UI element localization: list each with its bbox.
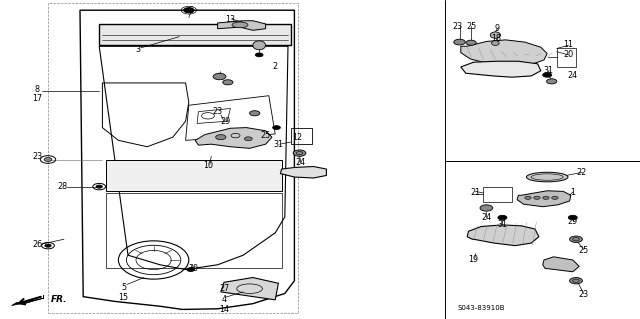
Circle shape <box>552 196 558 199</box>
Text: 13: 13 <box>225 15 236 24</box>
Polygon shape <box>461 40 547 66</box>
Circle shape <box>480 205 493 211</box>
Circle shape <box>255 53 263 57</box>
Circle shape <box>273 126 280 130</box>
Polygon shape <box>280 167 326 178</box>
Polygon shape <box>99 24 291 45</box>
Circle shape <box>216 135 226 140</box>
Text: 1: 1 <box>570 189 575 197</box>
Text: 21: 21 <box>470 188 481 197</box>
Text: 25: 25 <box>579 246 589 255</box>
Text: 18: 18 <box>492 34 502 43</box>
Circle shape <box>543 73 552 77</box>
Polygon shape <box>461 61 541 77</box>
Text: 3: 3 <box>135 45 140 54</box>
Text: 31: 31 <box>497 220 508 229</box>
Polygon shape <box>195 128 272 148</box>
Circle shape <box>244 137 252 141</box>
Text: 4: 4 <box>221 295 227 304</box>
Text: 5: 5 <box>121 283 126 292</box>
Ellipse shape <box>253 41 266 50</box>
Polygon shape <box>517 191 571 207</box>
Ellipse shape <box>490 32 500 38</box>
Text: FR.: FR. <box>51 295 68 304</box>
Circle shape <box>293 150 306 156</box>
Circle shape <box>96 185 102 188</box>
Circle shape <box>525 196 531 199</box>
Circle shape <box>547 79 557 84</box>
Text: 26: 26 <box>32 240 42 249</box>
Text: 20: 20 <box>563 50 573 59</box>
Text: 23: 23 <box>32 152 42 161</box>
Text: 23: 23 <box>212 107 223 116</box>
Circle shape <box>454 39 465 45</box>
Polygon shape <box>12 295 44 306</box>
Text: 23: 23 <box>579 290 589 299</box>
Text: 29: 29 <box>220 117 230 126</box>
Text: 6: 6 <box>188 6 193 15</box>
Circle shape <box>250 111 260 116</box>
Circle shape <box>44 158 52 161</box>
Text: 24: 24 <box>481 213 492 222</box>
Circle shape <box>570 236 582 242</box>
Circle shape <box>213 73 226 80</box>
Ellipse shape <box>527 172 568 182</box>
Text: 28: 28 <box>58 182 68 191</box>
Ellipse shape <box>232 22 248 28</box>
Text: 24: 24 <box>568 71 578 80</box>
Text: 24: 24 <box>296 158 306 167</box>
Text: 12: 12 <box>292 133 303 142</box>
Circle shape <box>187 268 195 271</box>
Text: 9: 9 <box>494 24 499 33</box>
Text: 25: 25 <box>467 22 477 31</box>
Text: 30: 30 <box>188 264 198 273</box>
Ellipse shape <box>492 41 499 45</box>
Polygon shape <box>221 278 278 300</box>
Text: 15: 15 <box>118 293 129 302</box>
Text: 25: 25 <box>260 131 271 140</box>
Text: 29: 29 <box>568 217 578 226</box>
Polygon shape <box>218 21 266 30</box>
Circle shape <box>570 278 582 284</box>
Text: 27: 27 <box>219 284 229 293</box>
Text: 23: 23 <box>452 22 463 31</box>
Circle shape <box>184 8 194 13</box>
Text: 8: 8 <box>35 85 40 94</box>
Text: 10: 10 <box>204 161 214 170</box>
Polygon shape <box>106 160 282 191</box>
Circle shape <box>534 196 540 199</box>
Text: 19: 19 <box>468 255 479 263</box>
Circle shape <box>568 215 577 220</box>
Polygon shape <box>543 257 579 272</box>
Text: 31: 31 <box>273 140 284 149</box>
Polygon shape <box>467 225 539 246</box>
Text: 14: 14 <box>219 305 229 314</box>
Circle shape <box>543 196 549 199</box>
Text: 17: 17 <box>32 94 42 103</box>
Text: 22: 22 <box>576 168 586 177</box>
Circle shape <box>45 244 51 247</box>
Circle shape <box>466 40 476 45</box>
Circle shape <box>498 215 507 220</box>
Circle shape <box>223 80 233 85</box>
Text: 31: 31 <box>543 66 554 75</box>
Text: S043-83910B: S043-83910B <box>458 305 505 311</box>
Text: 2: 2 <box>273 63 278 71</box>
Text: 11: 11 <box>563 40 573 49</box>
